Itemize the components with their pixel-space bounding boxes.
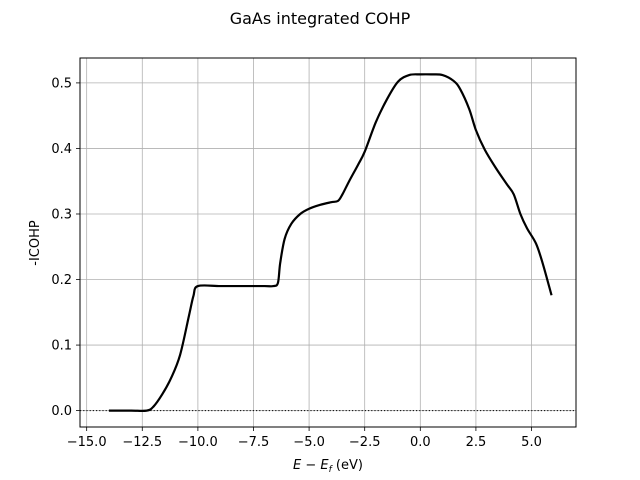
x-tick-label: −12.5 [122, 435, 162, 450]
x-tick-label: −5.0 [293, 435, 325, 450]
x-tick-label: 5.0 [521, 435, 542, 450]
y-tick-label: 0.5 [51, 76, 72, 91]
y-tick-label: 0.3 [51, 207, 72, 222]
x-tick-label: −15.0 [67, 435, 107, 450]
x-tick-label: −10.0 [178, 435, 218, 450]
x-axis-label: E − Ef (eV) [293, 458, 363, 475]
y-tick-label: 0.4 [51, 142, 72, 157]
y-tick-label: 0.2 [51, 273, 72, 288]
y-axis-label: -ICOHP [28, 220, 43, 266]
y-tick-label: 0.0 [51, 404, 72, 419]
series-line [108, 73, 553, 413]
y-ticks: 0.0 0.1 0.2 0.3 0.4 0.5 [51, 76, 80, 419]
x-tick-label: 2.5 [466, 435, 487, 450]
x-tick-label: −2.5 [349, 435, 381, 450]
chart-title: GaAs integrated COHP [230, 9, 411, 28]
plot-frame [79, 57, 577, 428]
x-ticks: −15.0 −12.5 −10.0 −7.5 −5.0 −2.5 0.0 2.5 5.0 [67, 427, 542, 450]
y-tick-label: 0.1 [51, 339, 72, 354]
x-tick-label: −7.5 [238, 435, 270, 450]
x-tick-label: 0.0 [410, 435, 431, 450]
series-group [108, 73, 553, 413]
grid [80, 58, 576, 427]
